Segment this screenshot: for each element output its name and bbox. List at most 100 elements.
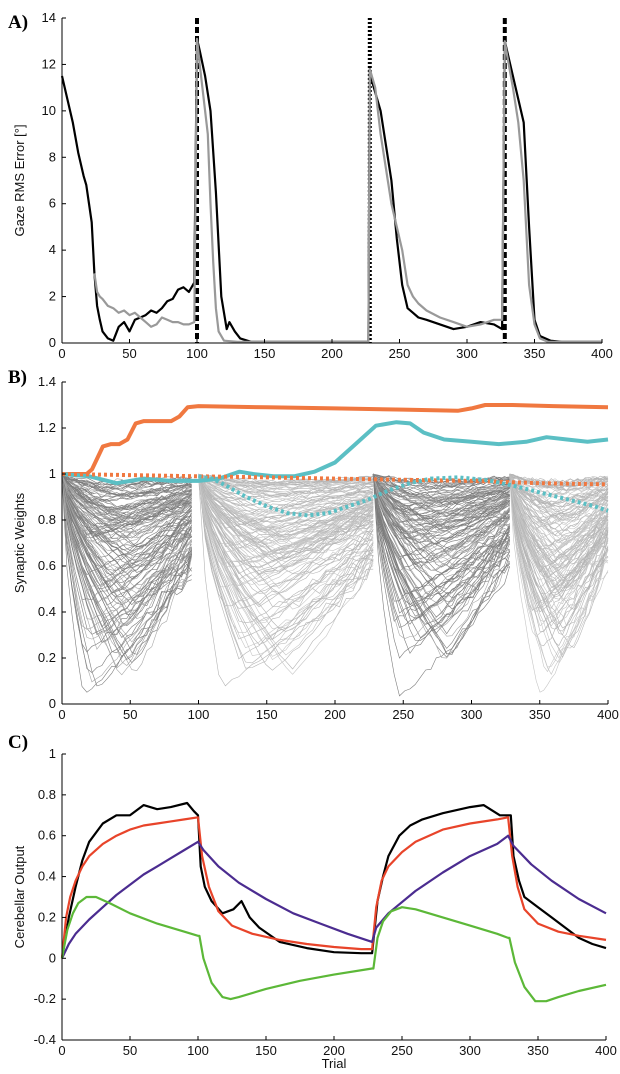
weight-trace: [198, 474, 374, 519]
y-tick-label: 0.8: [38, 787, 56, 802]
weight-trace: [372, 476, 510, 566]
x-tick-label: 250: [392, 707, 414, 722]
series-line: [93, 37, 602, 343]
y-tick-label: 14: [42, 10, 56, 25]
series-line: [61, 834, 607, 959]
weight-trace: [509, 475, 609, 545]
weight-trace: [198, 474, 374, 656]
weight-trace: [509, 473, 609, 635]
weight-trace: [61, 475, 192, 545]
weight-trace: [61, 473, 192, 558]
weight-trace: [509, 476, 609, 562]
panel-label: A): [8, 12, 28, 33]
weight-trace: [372, 475, 510, 502]
weight-trace: [61, 473, 192, 509]
weight-trace: [372, 475, 510, 617]
x-tick-label: 200: [324, 707, 346, 722]
x-tick-label: 100: [186, 346, 208, 361]
weight-trace: [198, 473, 374, 564]
weight-trace: [61, 475, 192, 544]
weight-trace: [372, 475, 510, 550]
x-tick-label: 150: [255, 1043, 277, 1058]
weight-trace: [61, 475, 192, 552]
x-tick-label: 200: [321, 346, 343, 361]
weight-trace: [198, 475, 374, 574]
weight-trace: [198, 474, 374, 538]
x-tick-label: 0: [58, 707, 65, 722]
weight-trace: [372, 474, 510, 639]
weight-trace: [372, 473, 510, 599]
weight-trace: [198, 473, 374, 594]
weight-trace: [373, 476, 510, 490]
panel-label: B): [8, 367, 27, 388]
weight-trace: [198, 473, 374, 503]
weight-trace: [61, 475, 192, 538]
weight-trace: [372, 473, 510, 560]
weight-trace: [509, 473, 609, 560]
y-tick-label: -0.4: [34, 1032, 56, 1047]
weight-trace: [509, 476, 609, 541]
y-tick-label: 0.8: [38, 512, 56, 527]
weight-trace: [198, 473, 374, 589]
x-tick-label: 200: [323, 1043, 345, 1058]
weight-trace: [509, 474, 609, 573]
weight-trace: [372, 474, 510, 617]
weight-trace: [198, 474, 374, 495]
weight-trace: [372, 474, 510, 557]
weight-trace: [61, 475, 192, 604]
weight-trace: [372, 476, 510, 526]
weight-trace: [61, 473, 192, 653]
y-tick-label: 2: [49, 289, 56, 304]
weight-trace: [61, 473, 192, 635]
x-tick-label: 400: [597, 707, 619, 722]
weight-trace: [509, 473, 609, 484]
weight-trace: [198, 473, 374, 513]
y-tick-label: 0.6: [38, 828, 56, 843]
weight-trace: [372, 474, 510, 496]
panel-b: 0 50 100 150 200 250 300 350 400 0 0.2 0.4 0.6 0.8 1 1.…: [8, 367, 619, 722]
weight-trace: [509, 475, 609, 534]
weight-trace: [372, 473, 510, 697]
weight-trace: [372, 473, 510, 557]
weight-trace: [198, 476, 374, 645]
weight-trace: [372, 473, 510, 602]
weight-trace: [198, 473, 374, 516]
weight-trace: [372, 475, 510, 635]
weight-trace: [509, 473, 609, 609]
weight-trace: [61, 473, 192, 615]
weight-trace: [198, 473, 374, 670]
weight-trace: [509, 474, 609, 590]
weight-trace: [61, 475, 192, 619]
weight-trace: [509, 474, 609, 507]
weight-trace: [198, 473, 374, 664]
y-tick-label: 1.4: [38, 374, 56, 389]
weight-trace: [372, 475, 510, 614]
weight-trace: [509, 474, 609, 646]
weight-trace: [372, 474, 510, 640]
weight-trace: [372, 473, 510, 592]
y-tick-label: 0: [49, 335, 56, 350]
weight-trace: [198, 474, 374, 669]
x-tick-label: 150: [254, 346, 276, 361]
weight-trace: [372, 473, 510, 634]
weight-trace: [509, 473, 609, 648]
weight-trace: [61, 473, 192, 539]
weight-trace: [61, 473, 192, 616]
x-tick-label: 50: [122, 346, 136, 361]
weight-trace: [198, 473, 374, 624]
weight-trace: [198, 473, 374, 491]
weight-trace: [509, 473, 609, 579]
weight-trace: [509, 473, 609, 551]
weight-trace: [61, 473, 192, 590]
weight-trace: [509, 473, 609, 537]
weight-trace: [198, 473, 374, 529]
weight-trace: [372, 473, 510, 533]
weight-trace: [372, 475, 510, 590]
x-tick-label: 400: [591, 346, 613, 361]
weight-trace: [61, 473, 192, 535]
y-tick-label: 4: [49, 242, 56, 257]
weight-trace: [509, 473, 609, 504]
weight-trace: [198, 475, 374, 546]
y-tick-label: 0: [49, 950, 56, 965]
x-tick-label: 400: [595, 1043, 617, 1058]
